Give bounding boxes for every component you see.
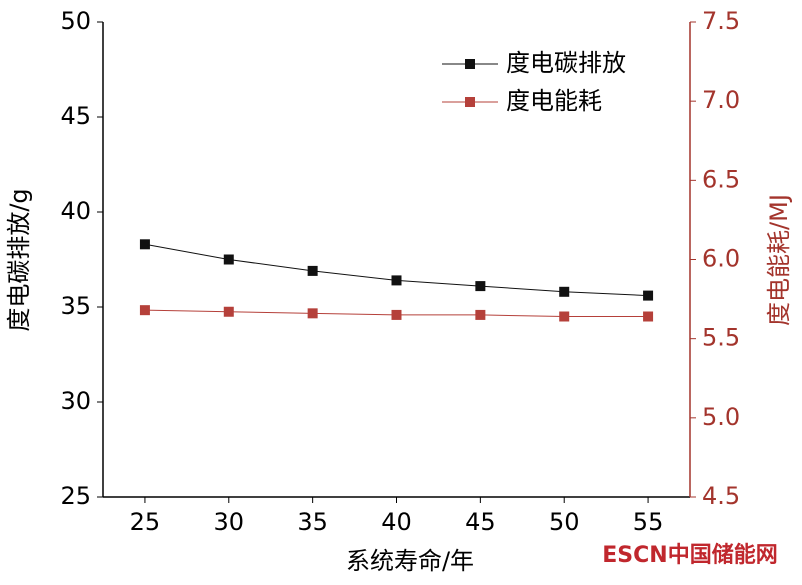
x-tick-label: 30 [214, 508, 245, 536]
data-point [391, 275, 402, 286]
data-point [139, 305, 150, 316]
data-point [391, 309, 402, 320]
y2-tick-label: 6.5 [702, 165, 740, 193]
y-tick-label: 30 [60, 387, 91, 415]
x-tick-label: 35 [297, 508, 328, 536]
x-axis-label: 系统寿命/年 [346, 547, 474, 575]
data-point [475, 309, 486, 320]
y2-tick-label: 7.5 [702, 7, 740, 35]
x-tick-label: 40 [381, 508, 412, 536]
y-tick-label: 35 [60, 292, 91, 320]
legend-label: 度电能耗 [506, 87, 602, 115]
y-tick-label: 25 [60, 482, 91, 510]
data-point [643, 290, 654, 301]
y2-tick-label: 5.0 [702, 403, 740, 431]
y2-tick-label: 4.5 [702, 482, 740, 510]
watermark: ESCN中国储能网 [602, 542, 777, 568]
data-point [307, 308, 318, 319]
y-axis-label: 度电碳排放/g [5, 188, 33, 331]
series-line [144, 243, 649, 297]
y-tick-label: 45 [60, 102, 91, 130]
legend-marker [465, 97, 475, 107]
data-point [475, 281, 486, 292]
x-tick-label: 25 [130, 508, 161, 536]
data-point [223, 306, 234, 317]
y-tick-label: 40 [60, 197, 91, 225]
y2-tick-label: 7.0 [702, 86, 740, 114]
x-tick-label: 55 [633, 508, 664, 536]
legend-label: 度电碳排放 [506, 49, 626, 77]
y2-tick-label: 5.5 [702, 324, 740, 352]
data-point [307, 265, 318, 276]
data-point [139, 239, 150, 250]
data-point [559, 311, 570, 322]
data-point [223, 254, 234, 265]
y2-axis-label: 度电能耗/MJ [765, 194, 793, 326]
y-tick-label: 50 [60, 7, 91, 35]
data-point [559, 286, 570, 297]
data-point [643, 311, 654, 322]
x-tick-label: 50 [549, 508, 580, 536]
y2-tick-label: 6.0 [702, 245, 740, 273]
x-tick-label: 45 [465, 508, 496, 536]
legend-marker [465, 59, 475, 69]
